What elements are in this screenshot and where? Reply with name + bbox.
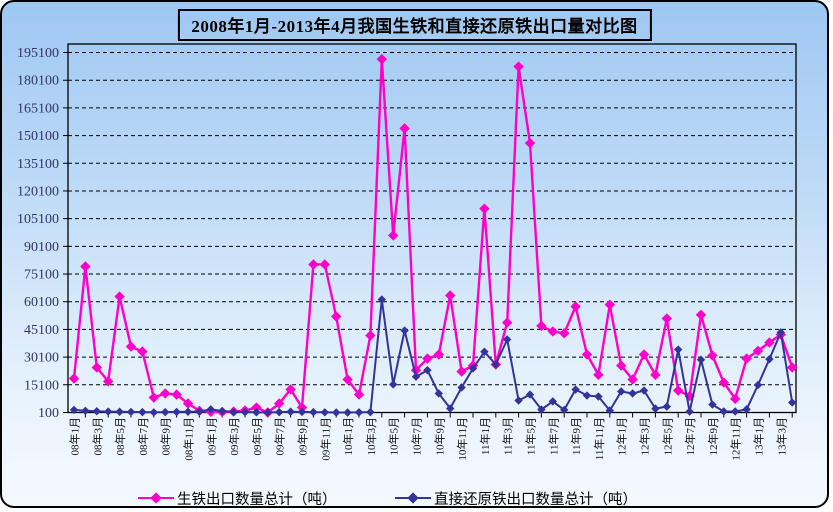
svg-text:12年5月: 12年5月: [660, 417, 674, 456]
svg-text:08年11月: 08年11月: [182, 417, 196, 461]
svg-text:30100: 30100: [24, 351, 59, 366]
svg-text:09年5月: 09年5月: [250, 417, 264, 456]
svg-text:45100: 45100: [24, 323, 59, 338]
series-line-pig-iron: [72, 57, 794, 414]
legend-label-pig-iron: 生铁出口数量总计（吨）: [177, 491, 337, 508]
svg-text:10年11月: 10年11月: [455, 417, 469, 461]
pig-iron-line-marker-icon: [138, 492, 174, 504]
svg-text:09年9月: 09年9月: [296, 417, 310, 456]
svg-text:08年1月: 08年1月: [68, 417, 82, 456]
dri-line-marker-icon: [395, 492, 431, 504]
svg-text:10年1月: 10年1月: [341, 417, 355, 456]
svg-text:195100: 195100: [17, 46, 59, 61]
svg-text:11年7月: 11年7月: [546, 417, 560, 455]
svg-text:12年7月: 12年7月: [683, 417, 697, 456]
svg-text:10年9月: 10年9月: [432, 417, 446, 456]
svg-text:100: 100: [38, 406, 59, 421]
plot-border: [67, 43, 797, 414]
legend-label-dri: 直接还原铁出口数量总计（吨）: [434, 491, 637, 508]
svg-text:13年1月: 13年1月: [752, 417, 766, 456]
svg-text:12年9月: 12年9月: [706, 417, 720, 456]
svg-text:180100: 180100: [17, 74, 59, 89]
svg-text:08年5月: 08年5月: [113, 417, 127, 456]
legend: 生铁出口数量总计（吨） 直接还原铁出口数量总计（吨）: [2, 487, 827, 508]
series-markers-pig-iron: [68, 53, 798, 418]
svg-text:15100: 15100: [24, 378, 59, 393]
svg-text:09年1月: 09年1月: [204, 417, 218, 456]
svg-text:10年3月: 10年3月: [364, 417, 378, 456]
x-axis-labels: 08年1月 08年3月 08年5月 08年7月 08年9月 08年11月 09年1月 09年3…: [68, 412, 793, 461]
svg-text:11年9月: 11年9月: [569, 417, 583, 455]
svg-text:105100: 105100: [17, 212, 59, 227]
series-line-dri: [73, 298, 794, 414]
svg-text:12年1月: 12年1月: [615, 417, 629, 456]
svg-text:10年7月: 10年7月: [410, 417, 424, 456]
svg-text:11年11月: 11年11月: [592, 417, 606, 460]
svg-text:08年7月: 08年7月: [136, 417, 150, 456]
series-markers-dri: [69, 295, 797, 417]
svg-text:75100: 75100: [24, 268, 59, 283]
svg-text:10年5月: 10年5月: [387, 417, 401, 456]
svg-text:150100: 150100: [17, 129, 59, 144]
svg-text:60100: 60100: [24, 295, 59, 310]
svg-text:12年11月: 12年11月: [729, 417, 743, 461]
svg-text:09年7月: 09年7月: [273, 417, 287, 456]
svg-text:13年3月: 13年3月: [774, 417, 788, 456]
chart-title: 2008年1月-2013年4月我国生铁和直接还原铁出口量对比图: [177, 9, 652, 41]
gridlines: [63, 52, 796, 413]
legend-item-pig-iron: 生铁出口数量总计（吨）: [138, 487, 337, 508]
svg-text:08年3月: 08年3月: [90, 417, 104, 456]
svg-text:165100: 165100: [17, 101, 59, 116]
svg-text:12年3月: 12年3月: [638, 417, 652, 456]
svg-text:11年1月: 11年1月: [478, 417, 492, 455]
svg-text:09年11月: 09年11月: [318, 417, 332, 461]
legend-item-dri: 直接还原铁出口数量总计（吨）: [395, 487, 637, 508]
svg-text:09年3月: 09年3月: [227, 417, 241, 456]
svg-text:135100: 135100: [17, 157, 59, 172]
svg-text:90100: 90100: [24, 240, 59, 255]
svg-text:08年9月: 08年9月: [159, 417, 173, 456]
svg-text:11年5月: 11年5月: [524, 417, 538, 455]
y-axis-labels: 100 15100 30100 45100 60100 75100 90100 105100 1…: [17, 46, 59, 421]
svg-text:120100: 120100: [17, 184, 59, 199]
svg-text:11年3月: 11年3月: [501, 417, 515, 455]
